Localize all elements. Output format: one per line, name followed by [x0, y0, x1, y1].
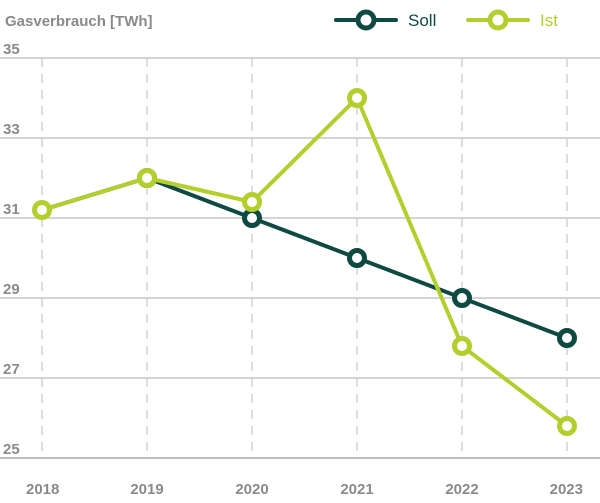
data-point-soll-2023 — [557, 328, 577, 348]
legend-marker-soll — [355, 9, 377, 31]
y-tick-label: 29 — [3, 281, 20, 298]
x-tick-label: 2021 — [340, 481, 373, 498]
x-axis-ticks: 2018 2019 2020 2021 2022 2023 — [26, 481, 583, 498]
series-ist — [32, 88, 577, 436]
series-line-soll — [40, 176, 569, 340]
y-tick-label: 27 — [3, 361, 20, 378]
legend-label-ist: Ist — [540, 11, 558, 30]
y-tick-label: 33 — [3, 121, 20, 138]
grid — [0, 57, 600, 459]
data-point-soll-2020 — [242, 208, 262, 228]
y-axis-ticks: 25 27 29 31 33 35 — [3, 41, 20, 458]
series-layer — [32, 88, 577, 436]
legend-item-ist: Ist — [466, 9, 558, 31]
legend: Soll Ist — [334, 9, 558, 31]
data-point-soll-2022 — [452, 288, 472, 308]
x-tick-label: 2022 — [445, 481, 478, 498]
x-tick-label: 2020 — [235, 481, 268, 498]
legend-marker-ist — [487, 9, 509, 31]
series-soll — [40, 168, 577, 348]
y-tick-label: 35 — [3, 41, 20, 58]
x-tick-label: 2023 — [550, 481, 583, 498]
series-line-ist — [40, 96, 569, 428]
legend-label-soll: Soll — [408, 11, 436, 30]
x-tick-label: 2019 — [130, 481, 163, 498]
data-point-soll-2021 — [347, 248, 367, 268]
data-point-ist-2022 — [452, 336, 472, 356]
y-tick-label: 25 — [3, 441, 20, 458]
data-point-ist-2018 — [32, 200, 52, 220]
legend-item-soll: Soll — [334, 9, 436, 31]
chart-title: Gasverbrauch [TWh] — [5, 13, 153, 30]
data-point-ist-2020 — [242, 192, 262, 212]
y-tick-label: 31 — [3, 201, 20, 218]
data-point-ist-2021 — [347, 88, 367, 108]
data-point-ist-2023 — [557, 416, 577, 436]
x-tick-label: 2018 — [26, 481, 59, 498]
data-point-ist-2019 — [137, 168, 157, 188]
